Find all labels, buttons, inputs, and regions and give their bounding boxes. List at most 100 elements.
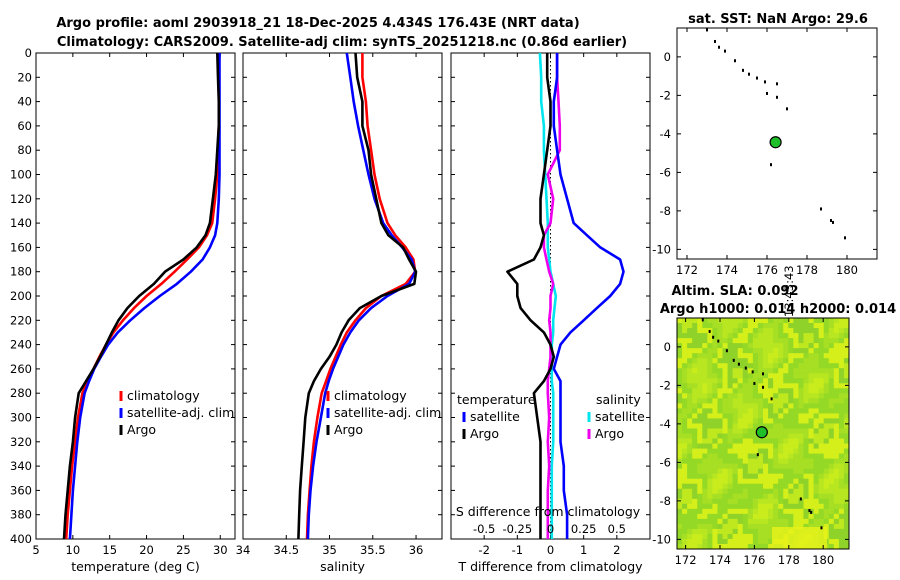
- sla-cell: [717, 513, 723, 520]
- sla-cell: [833, 358, 840, 364]
- sla-cell: [712, 368, 718, 374]
- sla-cell: [702, 433, 708, 439]
- sla-cell: [687, 478, 693, 485]
- sst-map-island: [734, 59, 736, 63]
- sst-map-ytick-label: -8: [660, 204, 671, 218]
- sla-cell: [692, 473, 698, 480]
- sla-cell: [737, 378, 744, 384]
- sla-cell: [682, 343, 688, 349]
- sla-cell: [732, 498, 739, 505]
- sla-cell: [747, 368, 754, 374]
- sla-cell: [707, 503, 713, 510]
- sla-map-ytick-label: -2: [660, 378, 671, 392]
- sst-map-ytick-label: -4: [660, 127, 671, 141]
- sla-cell: [813, 458, 820, 465]
- sla-cell: [808, 448, 814, 454]
- sla-cell: [732, 528, 739, 535]
- sla-cell: [833, 463, 840, 470]
- sla-cell: [697, 403, 703, 409]
- sla-cell: [742, 433, 749, 439]
- sla-cell: [687, 473, 693, 480]
- sla-cell: [808, 408, 814, 414]
- sla-cell: [697, 543, 703, 550]
- sla-cell: [763, 438, 769, 444]
- sla-cell: [818, 433, 825, 439]
- sla-cell: [757, 388, 764, 394]
- sla-cell: [727, 403, 734, 409]
- sla-cell: [838, 528, 845, 535]
- depth-tick-label: 360: [10, 483, 32, 497]
- sla-cell: [783, 433, 789, 439]
- sla-cell: [737, 453, 744, 460]
- sla-cell: [687, 438, 693, 444]
- sla-cell: [707, 458, 713, 465]
- sla-cell: [702, 393, 708, 399]
- sla-cell: [778, 368, 784, 374]
- sla-cell: [793, 428, 799, 434]
- sla-map-island: [799, 497, 802, 501]
- depth-tick-label: 280: [10, 386, 32, 400]
- sla-cell: [793, 468, 799, 475]
- sla-cell: [843, 523, 850, 530]
- sla-cell: [677, 383, 683, 389]
- sst-map-xtick-label: 172: [676, 263, 698, 277]
- sla-cell: [757, 418, 764, 424]
- sla-cell: [833, 508, 840, 515]
- sla-cell: [712, 348, 718, 354]
- sla-cell: [828, 463, 835, 470]
- sla-cell: [778, 493, 784, 500]
- sla-cell: [697, 513, 703, 520]
- sla-cell: [707, 478, 713, 485]
- sla-cell: [697, 443, 703, 449]
- sla-cell: [808, 468, 814, 475]
- sla-cell: [717, 458, 723, 465]
- sla-cell: [677, 448, 683, 454]
- sla-cell: [833, 473, 840, 480]
- sla-cell: [793, 513, 799, 520]
- sla-cell: [778, 383, 784, 389]
- sla-cell: [788, 463, 794, 470]
- sla-cell: [843, 388, 850, 394]
- sla-cell: [707, 338, 713, 344]
- sla-cell: [813, 368, 820, 374]
- sla-cell: [798, 323, 804, 329]
- sla-cell: [737, 398, 744, 404]
- sla-cell: [682, 543, 688, 550]
- sla-cell: [788, 363, 794, 369]
- sla-cell: [682, 348, 688, 354]
- sla-cell: [737, 368, 744, 374]
- sla-cell: [798, 418, 804, 424]
- sla-cell: [747, 388, 754, 394]
- sla-cell: [727, 543, 734, 550]
- sla-cell: [757, 318, 764, 324]
- sla-cell: [692, 388, 698, 394]
- sla-cell: [783, 408, 789, 414]
- sla-cell: [788, 438, 794, 444]
- sla-cell: [712, 373, 718, 379]
- sla-cell: [778, 333, 784, 339]
- sla-cell: [808, 453, 814, 460]
- sla-cell: [768, 488, 774, 495]
- sla-cell: [682, 513, 688, 520]
- sla-cell: [808, 418, 814, 424]
- sla-cell: [833, 518, 840, 525]
- sla-cell: [747, 543, 754, 550]
- sla-cell: [823, 338, 830, 344]
- sla-cell: [707, 423, 713, 429]
- sla-cell: [793, 363, 799, 369]
- sla-cell: [838, 403, 845, 409]
- sla-cell: [737, 443, 744, 449]
- sla-cell: [692, 488, 698, 495]
- sla-cell: [732, 413, 739, 419]
- sla-cell: [803, 388, 809, 394]
- sla-cell: [702, 373, 708, 379]
- sla-cell: [702, 338, 708, 344]
- sla-cell: [838, 388, 845, 394]
- sla-cell: [813, 318, 820, 324]
- sla-cell: [823, 383, 830, 389]
- sla-cell: [843, 318, 850, 324]
- sla-cell: [808, 348, 814, 354]
- sla-cell: [838, 418, 845, 424]
- sla-cell: [752, 528, 759, 535]
- depth-tick-label: 120: [10, 192, 32, 206]
